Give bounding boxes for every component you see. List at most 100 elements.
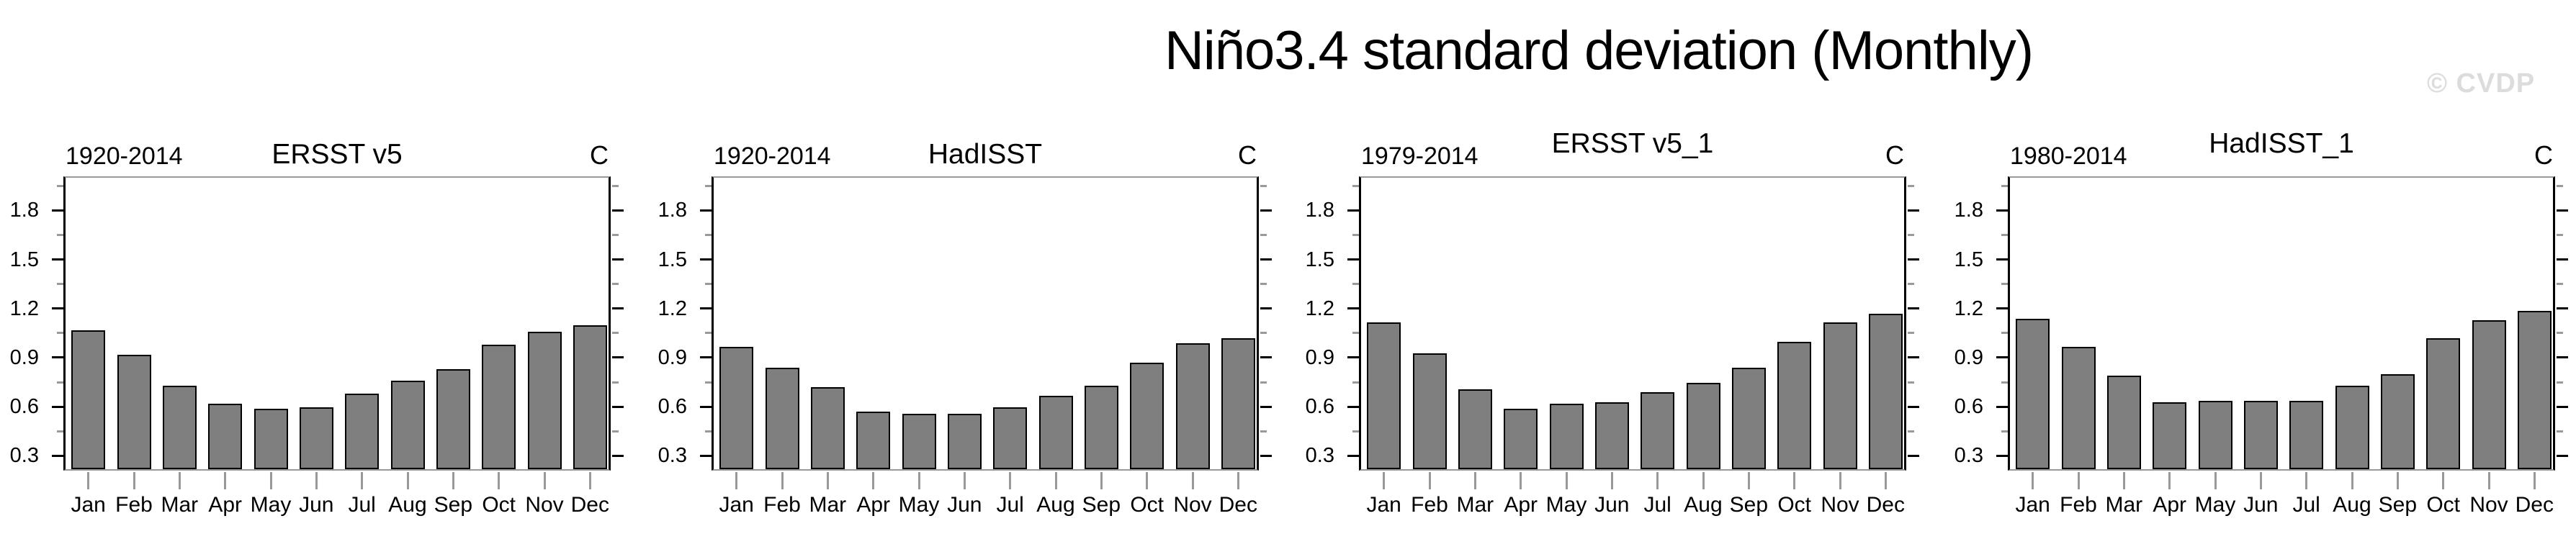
x-tick-label-aug: Aug: [388, 493, 427, 517]
bar-oct: [1130, 363, 1164, 469]
x-tick: [543, 472, 546, 489]
y-major-tick-left: [52, 307, 63, 310]
y-major-tick-left: [700, 258, 712, 261]
y-major-tick-right: [2557, 307, 2568, 310]
bar-feb: [765, 368, 799, 469]
x-tick: [1473, 472, 1476, 489]
y-major-tick-right: [2557, 405, 2568, 408]
x-tick: [1054, 472, 1057, 489]
y-tick-label: 1.5: [1954, 248, 1983, 271]
y-tick-label: 1.2: [1954, 296, 1983, 320]
x-tick: [452, 472, 454, 489]
bar-sep: [1731, 368, 1766, 469]
bar-jan: [719, 346, 754, 469]
x-tick: [2032, 472, 2034, 489]
x-tick: [781, 472, 784, 489]
panel-period-label: 1920-2014: [66, 142, 183, 170]
panel-header: 1920-2014 ERSST v5 C: [66, 139, 609, 175]
panel-hadisst-1: 1980-2014 HadISST_1 C 0.3 0.6 0.9 1.2 1.5 1.8 Jan…: [1955, 128, 2568, 517]
y-minor-tick-right: [1260, 184, 1267, 187]
bar-jun: [947, 413, 982, 469]
x-tick: [1100, 472, 1103, 489]
bar-sep: [2380, 374, 2415, 469]
x-tick: [361, 472, 364, 489]
y-minor-tick-left: [2001, 430, 2008, 432]
y-tick-label: 0.6: [1305, 395, 1334, 419]
y-major-tick-right: [1260, 209, 1272, 212]
y-minor-tick-right: [612, 283, 619, 286]
x-tick-label-jul: Jul: [2292, 493, 2320, 517]
x-tick-label-nov: Nov: [1173, 493, 1212, 517]
y-minor-tick-right: [1908, 184, 1914, 187]
panel-units-label: C: [1238, 140, 1257, 170]
x-tick: [2351, 472, 2353, 489]
y-tick-label: 1.2: [658, 296, 687, 320]
bar-may: [2198, 400, 2232, 469]
bar-oct: [1777, 341, 1812, 469]
y-major-tick-right: [612, 356, 624, 359]
y-tick-label: 1.2: [1305, 296, 1334, 320]
panel-header: 1980-2014 HadISST_1 C: [2010, 128, 2553, 175]
y-major-tick-left: [1347, 356, 1359, 359]
bar-mar: [1458, 389, 1492, 469]
bar-jun: [2243, 400, 2278, 469]
bar-apr: [208, 404, 243, 469]
bar-dec: [1221, 338, 1255, 469]
y-major-tick-left: [52, 454, 63, 457]
y-minor-tick-left: [2001, 184, 2008, 187]
panel-period-label: 1979-2014: [1361, 142, 1478, 170]
y-major-tick-right: [1260, 405, 1272, 408]
x-tick: [588, 472, 591, 489]
x-tick: [2396, 472, 2399, 489]
y-minor-tick-left: [705, 184, 712, 187]
panel-header: 1979-2014 ERSST v5_1 C: [1361, 128, 1904, 175]
x-tick-label-jan: Jan: [2015, 493, 2050, 517]
x-tick-label-jan: Jan: [1366, 493, 1401, 517]
y-major-tick-right: [1908, 209, 1919, 212]
figure-title: Niño3.4 standard deviation (Monthly): [1164, 20, 2034, 81]
x-tick: [1884, 472, 1887, 489]
y-minor-tick-left: [705, 234, 712, 237]
y-major-tick-right: [612, 258, 624, 261]
y-minor-tick-right: [1260, 332, 1267, 335]
y-minor-tick-right: [1908, 234, 1914, 237]
bar-nov: [2472, 320, 2506, 469]
x-tick: [2259, 472, 2262, 489]
bar-aug: [2335, 386, 2369, 469]
bar-mar: [2106, 376, 2141, 469]
x-tick-label-aug: Aug: [1684, 493, 1723, 517]
x-tick-label-dec: Dec: [1219, 493, 1257, 517]
y-minor-tick-left: [57, 283, 63, 286]
cvdp-watermark: © CVDP: [2427, 68, 2536, 99]
y-minor-tick-left: [705, 381, 712, 384]
y-tick-label: 1.5: [658, 248, 687, 271]
x-tick-label-jun: Jun: [947, 493, 982, 517]
y-minor-tick-right: [612, 184, 619, 187]
y-major-tick-right: [612, 307, 624, 310]
bar-mar: [162, 386, 197, 469]
x-tick: [2533, 472, 2536, 489]
y-major-tick-left: [1996, 258, 2008, 261]
y-major-tick-left: [700, 356, 712, 359]
x-tick-label-nov: Nov: [2469, 493, 2508, 517]
x-tick: [87, 472, 90, 489]
x-tick-label-mar: Mar: [1456, 493, 1494, 517]
x-tick: [735, 472, 738, 489]
y-major-tick-right: [1260, 307, 1272, 310]
x-tick-label-sep: Sep: [2378, 493, 2418, 517]
x-tick: [269, 472, 272, 489]
y-minor-tick-right: [612, 234, 619, 237]
y-minor-tick-right: [1908, 332, 1914, 335]
bar-oct: [482, 345, 516, 469]
y-major-tick-right: [2557, 209, 2568, 212]
x-tick-label-may: May: [250, 493, 292, 517]
x-tick: [1009, 472, 1012, 489]
panel-hadisst: 1920-2014 HadISST C 0.3 0.6 0.9 1.2 1.5 1.8 Jan Fe…: [658, 139, 1272, 517]
y-minor-tick-left: [57, 184, 63, 187]
y-major-tick-right: [1908, 307, 1919, 310]
panel-header: 1920-2014 HadISST C: [714, 139, 1257, 175]
bar-jul: [993, 407, 1028, 469]
y-minor-tick-right: [2557, 283, 2563, 286]
x-tick-label-apr: Apr: [1504, 493, 1538, 517]
y-minor-tick-left: [705, 332, 712, 335]
